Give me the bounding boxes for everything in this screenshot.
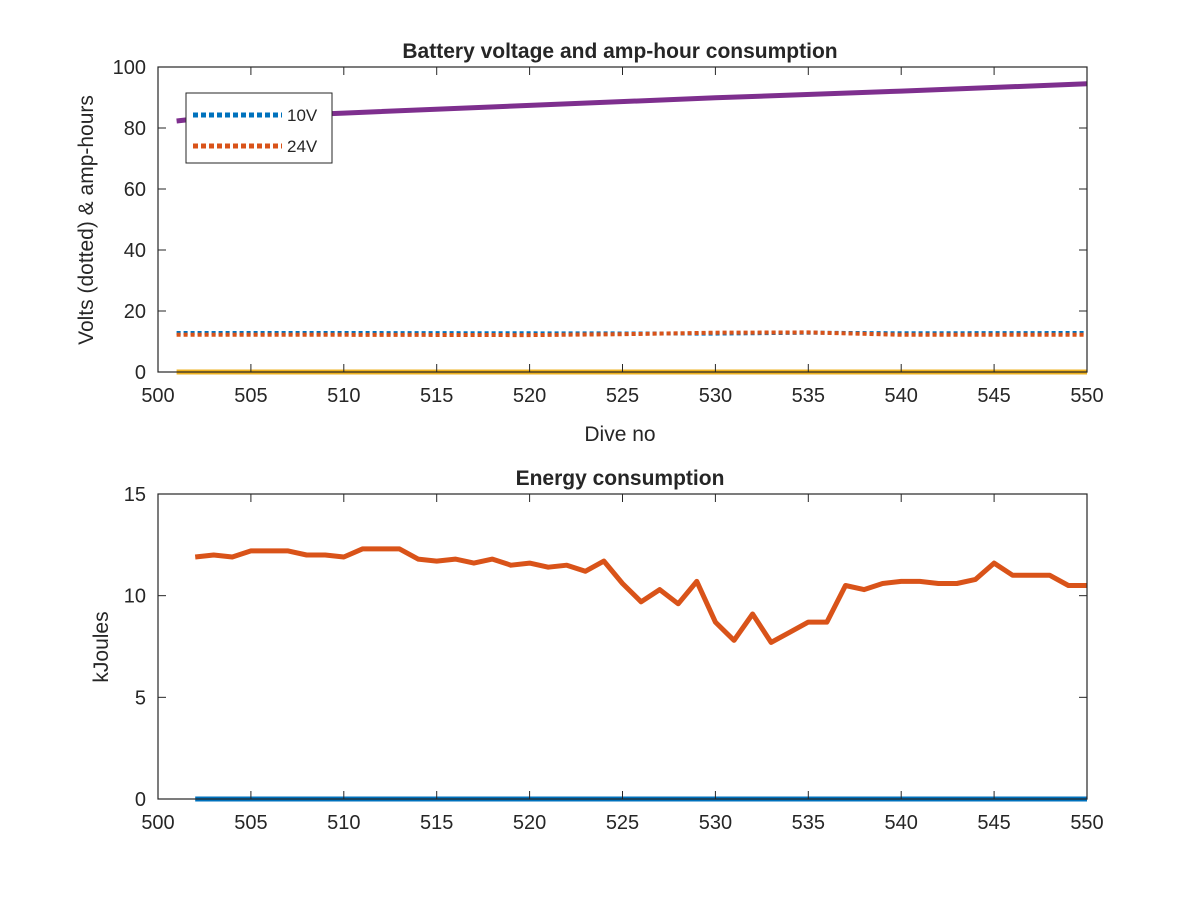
legend-label-10v: 10V <box>287 106 318 125</box>
y-tick-label: 60 <box>124 179 146 201</box>
x-tick-label: 545 <box>977 385 1010 407</box>
y-tick-label: 10 <box>124 586 146 608</box>
series-line-24v <box>176 330 1087 338</box>
y-tick-label: 5 <box>135 687 146 709</box>
x-tick-label: 520 <box>513 812 546 834</box>
energy-panel: Energy consumption 500 505 510 515 520 525 530… <box>90 467 1104 834</box>
x-tick-label: 500 <box>141 812 174 834</box>
y-axis-label: Volts (dotted) & amp-hours <box>75 95 98 345</box>
y-tick-label: 100 <box>113 57 146 79</box>
x-tick-label: 550 <box>1070 385 1103 407</box>
series-line-1 <box>194 546 1087 645</box>
x-tick-label: 540 <box>885 385 918 407</box>
x-tick-label: 510 <box>327 812 360 834</box>
chart-title: Energy consumption <box>516 467 725 490</box>
x-tick-label: 530 <box>699 812 732 834</box>
x-tick-label: 515 <box>420 812 453 834</box>
x-axis-label: Dive no <box>584 423 655 446</box>
legend-box <box>185 92 333 164</box>
x-tick-label: 525 <box>606 812 639 834</box>
y-tick-label: 80 <box>124 118 146 140</box>
x-tick-label: 505 <box>234 385 267 407</box>
y-tick-label: 0 <box>135 362 146 384</box>
legend: 10V 24V <box>185 92 333 164</box>
chart-title: Battery voltage and amp-hour consumption <box>402 40 837 63</box>
tick-layer: 500 505 510 515 520 525 530 535 540 545 550 0 20 40 60… <box>113 57 1104 407</box>
x-tick-label: 510 <box>327 385 360 407</box>
y-tick-label: 20 <box>124 301 146 323</box>
x-tick-label: 500 <box>141 385 174 407</box>
x-tick-label: 520 <box>513 385 546 407</box>
voltage-amphour-panel: Battery voltage and amp-hour consumption… <box>75 40 1104 446</box>
y-tick-label: 40 <box>124 240 146 262</box>
x-tick-label: 550 <box>1070 812 1103 834</box>
x-tick-label: 535 <box>792 385 825 407</box>
y-tick-label: 0 <box>135 789 146 811</box>
x-tick-label: 505 <box>234 812 267 834</box>
y-axis-label: kJoules <box>90 611 113 682</box>
x-tick-label: 540 <box>885 812 918 834</box>
x-tick-label: 530 <box>699 385 732 407</box>
x-tick-label: 515 <box>420 385 453 407</box>
x-tick-label: 545 <box>977 812 1010 834</box>
x-tick-label: 525 <box>606 385 639 407</box>
y-tick-label: 15 <box>124 484 146 506</box>
x-tick-label: 535 <box>792 812 825 834</box>
legend-label-24v: 24V <box>287 137 318 156</box>
